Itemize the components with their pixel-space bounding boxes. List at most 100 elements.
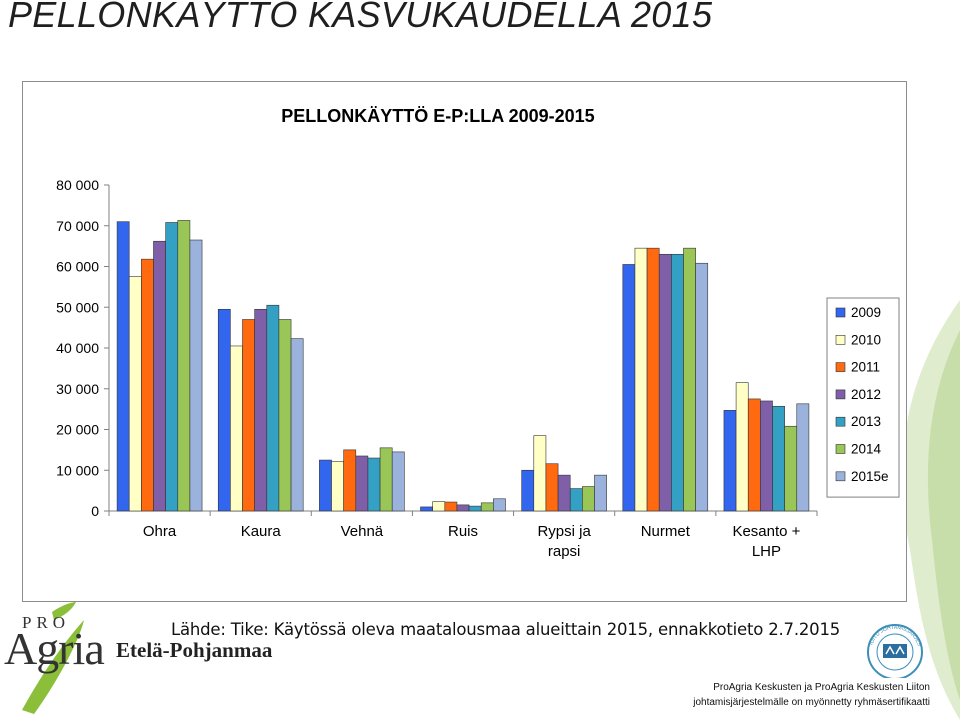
bar-chart: PELLONKÄYTTÖ E-P:LLA 2009-2015 Ohra Kaura… (56, 106, 900, 560)
chart-bars (116, 220, 810, 512)
y-tick-label: 20 000 (56, 422, 99, 438)
bar (266, 304, 280, 512)
bar (230, 345, 243, 512)
legend-label: 2010 (851, 332, 881, 347)
y-tick-label: 50 000 (56, 299, 99, 315)
legend-swatch (835, 335, 846, 345)
x-category-label: LHP (752, 543, 781, 560)
logo-leaf-icon (22, 602, 84, 714)
bar (116, 221, 130, 512)
bar (177, 220, 191, 512)
bar (557, 474, 571, 512)
bar (735, 382, 749, 512)
x-category-label: Rypsi ja (537, 523, 591, 540)
bar (760, 400, 773, 512)
chart-axes (104, 184, 818, 516)
y-tick-label: 80 000 (56, 177, 99, 193)
bar (217, 308, 231, 512)
legend-label: 2014 (851, 442, 882, 457)
decorative-swoosh (902, 300, 960, 720)
x-category-label: Kesanto + (732, 523, 800, 540)
legend-swatch (835, 307, 846, 318)
legend-label: 2013 (851, 414, 881, 429)
chart-frame: PELLONKÄYTTÖ E-P:LLA 2009-2015 Ohra Kaura… (22, 81, 907, 602)
y-tick-label: 30 000 (56, 381, 99, 397)
x-category-label: Ruis (448, 523, 478, 540)
y-tick-label: 0 (91, 503, 99, 519)
chart-title: PELLONKÄYTTÖ E-P:LLA 2009-2015 (281, 106, 594, 126)
bar (747, 398, 761, 512)
bar (521, 469, 535, 512)
bar (695, 262, 709, 512)
bar (141, 258, 154, 512)
slide-title: PELLONKÄYTTÖ KASVUKAUDELLA 2015 (8, 0, 713, 35)
x-category-label: Vehnä (341, 523, 384, 540)
chart-y-labels: 0 10 000 20 000 30 000 40 000 50 000 60 000 70 … (56, 177, 99, 519)
footer-line-1: ProAgria Keskusten ja ProAgria Keskusten… (713, 682, 930, 693)
bar (331, 460, 344, 512)
footer-line-2: johtamisjärjestelmälle on myönnetty ryhm… (693, 697, 930, 708)
bar (391, 451, 405, 512)
x-category-label: Kaura (241, 523, 282, 540)
bar (444, 501, 458, 512)
bar (367, 457, 381, 512)
bar (545, 463, 559, 512)
bar (671, 253, 684, 512)
bar (254, 308, 268, 512)
bar (796, 403, 810, 512)
bar (343, 449, 357, 512)
legend-label: 2011 (851, 360, 880, 375)
x-category-label: Nurmet (641, 523, 691, 540)
bar (646, 247, 660, 512)
legend-label: 2015e (851, 469, 889, 484)
bar (128, 276, 142, 512)
bar (634, 247, 648, 512)
bar (319, 459, 332, 512)
bar (594, 474, 607, 512)
bar (379, 447, 393, 512)
y-tick-label: 10 000 (56, 462, 99, 478)
legend-label: 2012 (851, 387, 881, 402)
bar (189, 239, 203, 512)
x-category-label: rapsi (548, 543, 581, 560)
legend-swatch (835, 471, 846, 482)
bar (355, 455, 369, 512)
logo-region-text: Etelä-Pohjanmaa (116, 638, 273, 662)
bar (723, 410, 737, 512)
bar (569, 488, 583, 512)
chart-x-labels: Ohra Kaura Vehnä Ruis Rypsi ja rapsi Nurmet Kes… (143, 523, 801, 560)
bar (683, 247, 696, 512)
bar (165, 222, 179, 512)
logo-pro-text: PRO (22, 613, 71, 632)
bar (468, 505, 482, 512)
bar (456, 504, 470, 512)
bar (784, 425, 798, 512)
bar (153, 240, 166, 512)
legend-swatch (835, 416, 846, 427)
certification-badge-icon: DNV SERTIFIOITU JOHTAMISJÄRJESTELMÄ (855, 616, 923, 678)
bar (432, 501, 446, 512)
legend-swatch (835, 362, 846, 372)
proagria-logo: PRO Agria Etelä-Pohjanmaa (0, 600, 300, 720)
x-category-label: Ohra (143, 523, 177, 540)
source-note: Lähde: Tike: Käytössä oleva maatalousmaa… (171, 620, 841, 639)
legend-label: 2009 (851, 305, 881, 320)
chart-legend: 2009 2010 2011 2012 2013 2014 2015e (826, 297, 900, 498)
bar (582, 486, 595, 512)
legend-swatch (835, 444, 846, 454)
legend-swatch (835, 389, 846, 400)
bar (658, 253, 672, 512)
bar (772, 405, 785, 512)
bar (480, 502, 494, 512)
bar (290, 338, 304, 512)
badge-dnv-text: DNV (889, 659, 902, 665)
bar (420, 506, 433, 512)
bar (533, 435, 547, 512)
y-tick-label: 40 000 (56, 340, 99, 356)
bar (242, 319, 255, 512)
bar (278, 319, 292, 512)
logo-agria-text: Agria (4, 623, 105, 674)
y-tick-label: 70 000 (56, 218, 99, 234)
bar (493, 498, 506, 512)
bar (622, 264, 636, 512)
